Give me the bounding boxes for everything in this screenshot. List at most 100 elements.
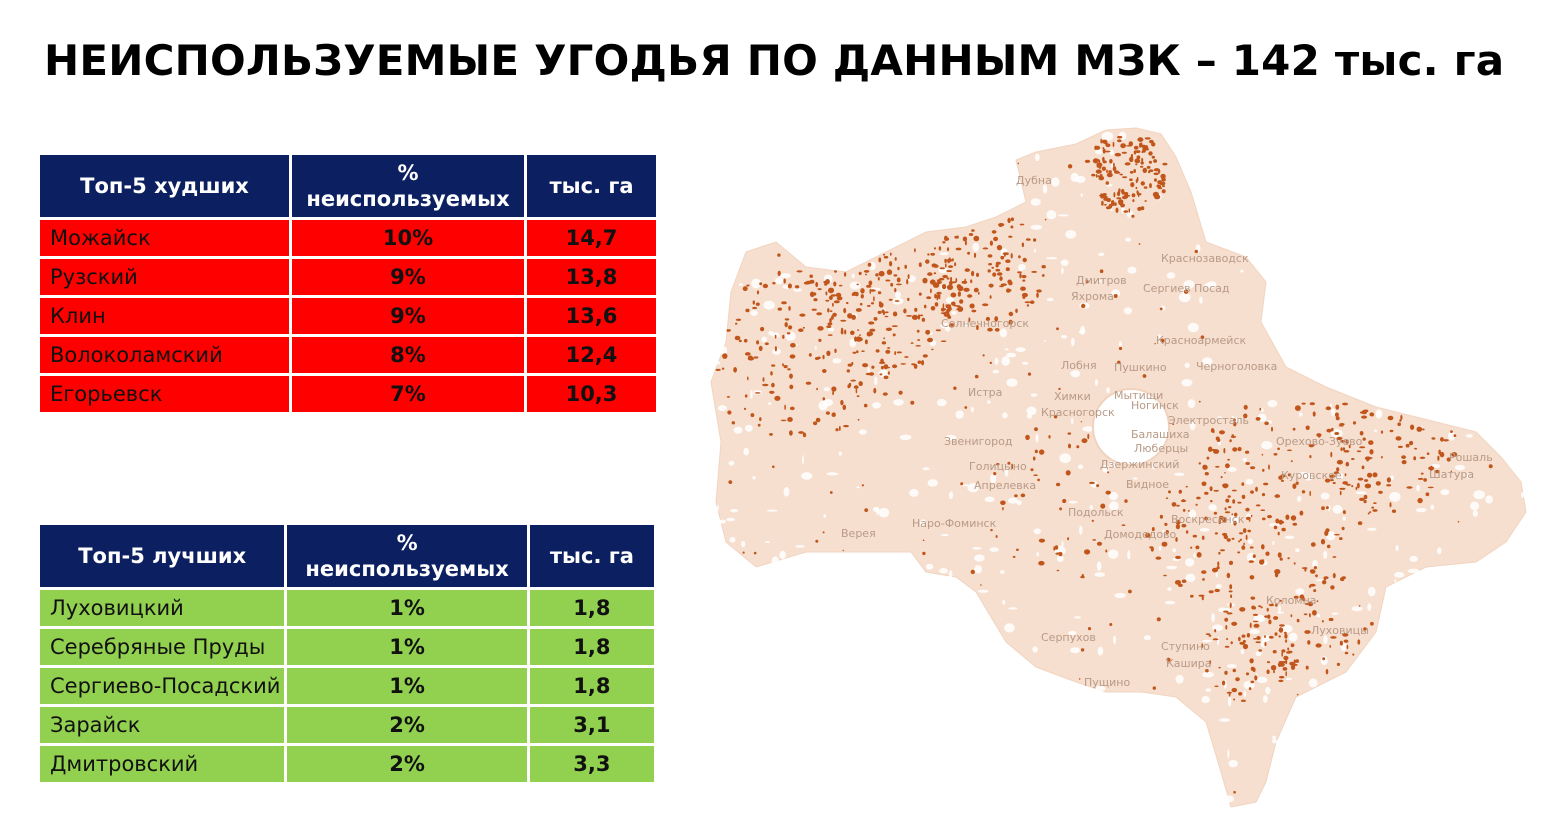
unused-patch bbox=[1292, 427, 1296, 431]
urban-area bbox=[716, 504, 719, 511]
unused-patch bbox=[900, 363, 907, 365]
unused-patch bbox=[1315, 643, 1322, 648]
unused-patch bbox=[942, 274, 948, 279]
unused-patch bbox=[938, 246, 942, 251]
city-label: Яхрома bbox=[1071, 290, 1114, 303]
unused-patch bbox=[1228, 590, 1233, 593]
unused-patch bbox=[1357, 639, 1361, 645]
urban-area bbox=[1102, 464, 1109, 473]
unused-patch bbox=[1295, 481, 1299, 485]
urban-area bbox=[1256, 676, 1268, 684]
unused-patch bbox=[1363, 499, 1367, 504]
unused-patch bbox=[815, 281, 819, 288]
unused-patch bbox=[1080, 575, 1085, 579]
unused-patch bbox=[884, 315, 889, 318]
unused-patch bbox=[1021, 292, 1028, 298]
unused-patch bbox=[1204, 516, 1208, 521]
unused-patch bbox=[1124, 499, 1128, 503]
unused-patch bbox=[1226, 637, 1228, 641]
unused-patch bbox=[1136, 190, 1139, 194]
unused-patch bbox=[1129, 156, 1134, 163]
unused-patch bbox=[1346, 644, 1349, 650]
unused-patch bbox=[927, 272, 933, 276]
unused-patch bbox=[1401, 460, 1407, 465]
unused-patch bbox=[758, 345, 763, 352]
unused-patch bbox=[1336, 436, 1343, 441]
unused-patch bbox=[789, 430, 793, 436]
unused-patch bbox=[831, 386, 837, 392]
unused-patch bbox=[946, 277, 950, 280]
unused-patch bbox=[858, 381, 863, 387]
urban-area bbox=[1111, 289, 1121, 298]
unused-patch bbox=[835, 292, 842, 298]
unused-patch bbox=[1135, 186, 1138, 190]
unused-patch bbox=[897, 266, 900, 271]
unused-patch bbox=[1248, 687, 1252, 691]
unused-patch bbox=[756, 340, 760, 345]
unused-patch bbox=[1117, 139, 1122, 143]
unused-patch bbox=[957, 305, 961, 308]
unused-patch bbox=[1313, 589, 1317, 593]
unused-patch bbox=[1124, 193, 1129, 199]
unused-patch bbox=[873, 317, 878, 321]
unused-patch bbox=[1198, 400, 1201, 403]
unused-patch bbox=[1031, 270, 1038, 273]
unused-patch bbox=[1161, 177, 1166, 182]
urban-area bbox=[895, 291, 901, 299]
unused-patch bbox=[1290, 614, 1293, 618]
percent-cell: 9% bbox=[292, 298, 524, 334]
unused-patch bbox=[1151, 527, 1155, 532]
urban-area bbox=[977, 589, 989, 593]
unused-patch bbox=[1435, 469, 1440, 474]
urban-area bbox=[1175, 674, 1184, 684]
unused-patch bbox=[856, 350, 859, 354]
unused-patch bbox=[813, 292, 817, 296]
urban-area bbox=[1205, 688, 1212, 692]
unused-patch bbox=[1309, 455, 1312, 459]
unused-patch bbox=[1020, 286, 1026, 291]
unused-patch bbox=[882, 312, 885, 315]
region-outline bbox=[710, 127, 1527, 808]
unused-patch bbox=[827, 334, 833, 336]
urban-area bbox=[1079, 525, 1083, 535]
urban-area bbox=[1316, 613, 1321, 618]
unused-patch bbox=[1000, 500, 1006, 506]
urban-area bbox=[1199, 528, 1210, 532]
unused-patch bbox=[927, 253, 930, 256]
urban-area bbox=[1101, 131, 1114, 141]
urban-area bbox=[1193, 552, 1196, 559]
unused-patch bbox=[1281, 651, 1283, 657]
city-label: Мытищи bbox=[1114, 389, 1163, 402]
area-cell: 1,8 bbox=[529, 590, 654, 626]
unused-patch bbox=[922, 277, 928, 284]
header-area: тыс. га bbox=[529, 525, 654, 587]
urban-area bbox=[1106, 387, 1110, 394]
unused-patch bbox=[1160, 338, 1165, 343]
urban-area bbox=[765, 541, 771, 543]
unused-patch bbox=[1363, 494, 1368, 500]
unused-patch bbox=[828, 295, 833, 300]
unused-patch bbox=[1141, 157, 1144, 163]
urban-area bbox=[1071, 417, 1074, 425]
unused-patch bbox=[980, 584, 982, 586]
unused-patch bbox=[889, 261, 893, 267]
urban-area bbox=[1331, 408, 1336, 417]
unused-patch bbox=[970, 279, 973, 284]
unused-patch bbox=[1417, 497, 1423, 504]
unused-patch bbox=[852, 351, 857, 354]
unused-patch bbox=[789, 406, 795, 411]
unused-patch bbox=[1242, 643, 1249, 650]
unused-patch bbox=[753, 356, 759, 359]
unused-patch bbox=[1226, 538, 1231, 542]
unused-patch bbox=[1310, 542, 1316, 547]
unused-patch bbox=[1346, 483, 1351, 486]
urban-area bbox=[1065, 230, 1077, 239]
urban-area bbox=[1367, 603, 1372, 611]
urban-area bbox=[1202, 639, 1212, 643]
unused-patch bbox=[1285, 671, 1287, 677]
unused-patch bbox=[951, 301, 956, 306]
unused-patch bbox=[822, 369, 827, 373]
unused-patch bbox=[1287, 473, 1292, 477]
unused-patch bbox=[1092, 539, 1097, 541]
unused-patch bbox=[1202, 578, 1205, 581]
